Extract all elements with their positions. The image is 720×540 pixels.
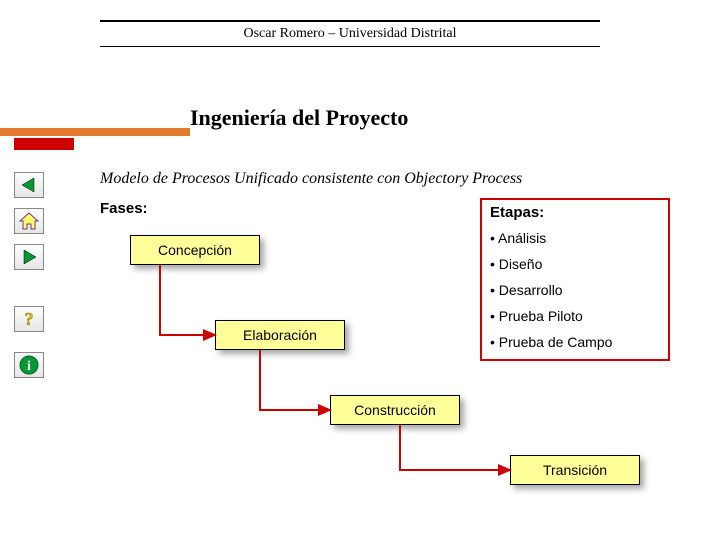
etapa-item: • Análisis <box>490 225 660 251</box>
accent-bar <box>0 128 190 136</box>
etapas-box: Etapas: • Análisis• Diseño• Desarrollo• … <box>480 198 670 361</box>
svg-text:i: i <box>27 359 31 374</box>
etapa-item: • Desarrollo <box>490 277 660 303</box>
prev-icon[interactable] <box>14 172 44 198</box>
phase-label: Transición <box>543 462 607 478</box>
phase-elaboracion: Elaboración <box>215 320 345 350</box>
phase-concepcion: Concepción <box>130 235 260 265</box>
home-icon[interactable] <box>14 208 44 234</box>
page-title: Ingeniería del Proyecto <box>190 105 408 131</box>
phase-label: Elaboración <box>243 327 317 343</box>
phase-construccion: Construcción <box>330 395 460 425</box>
etapa-item: • Prueba de Campo <box>490 329 660 355</box>
header-rule-bottom <box>100 46 600 47</box>
help-icon[interactable]: ? <box>14 306 44 332</box>
fases-label: Fases: <box>100 200 148 217</box>
etapa-item: • Prueba Piloto <box>490 303 660 329</box>
etapa-item: • Diseño <box>490 251 660 277</box>
phase-transicion: Transición <box>510 455 640 485</box>
etapas-title: Etapas: <box>490 204 660 221</box>
connector-line <box>160 265 215 335</box>
connector-line <box>400 425 510 470</box>
header: Oscar Romero – Universidad Distrital <box>100 20 600 47</box>
next-icon[interactable] <box>14 244 44 270</box>
svg-text:?: ? <box>25 309 34 329</box>
header-text: Oscar Romero – Universidad Distrital <box>100 22 600 46</box>
phase-label: Concepción <box>158 242 232 258</box>
phase-label: Construcción <box>354 402 436 418</box>
subtitle: Modelo de Procesos Unificado consistente… <box>100 170 522 188</box>
info-icon[interactable]: i <box>14 352 44 378</box>
accent-bar <box>14 138 74 150</box>
connector-line <box>260 350 330 410</box>
